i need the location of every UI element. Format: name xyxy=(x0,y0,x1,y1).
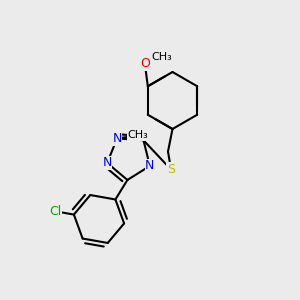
Text: Cl: Cl xyxy=(49,205,61,218)
Text: CH₃: CH₃ xyxy=(128,130,148,140)
Text: N: N xyxy=(112,132,122,145)
Text: N: N xyxy=(145,159,154,172)
Text: O: O xyxy=(140,57,150,70)
Text: CH₃: CH₃ xyxy=(151,52,172,62)
Text: S: S xyxy=(167,163,175,176)
Text: N: N xyxy=(103,156,112,170)
